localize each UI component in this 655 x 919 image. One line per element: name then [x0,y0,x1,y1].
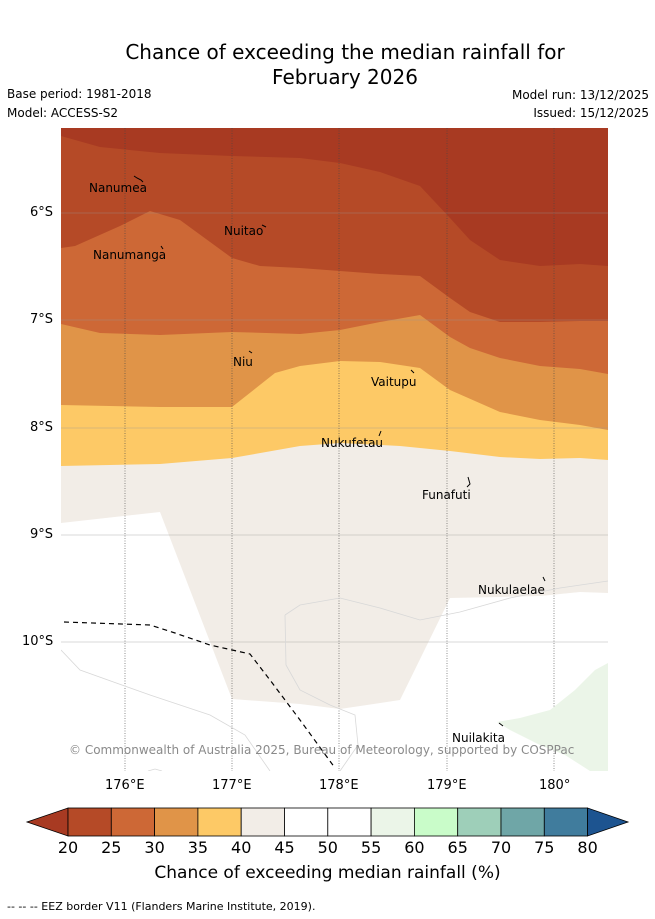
colorbar-tick-80: 80 [577,838,598,857]
colorbar-tick-65: 65 [447,838,468,857]
colorbar-segment-c30_35 [154,807,199,837]
lat-label-10s: 10°S [22,634,54,649]
colorbar-tick-55: 55 [360,838,382,857]
band-below-20 [61,128,608,266]
colorbar-segment-c40_45 [240,807,285,837]
colorbar-label: Chance of exceeding median rainfall (%) [154,863,501,883]
colorbar-tick-75: 75 [534,838,555,857]
contour-lines [61,580,608,771]
colorbar-tick-60: 60 [404,838,425,857]
lon-label-179e: 179°E [427,778,467,793]
colorbar-under-arrow [25,807,69,837]
gridlines [124,128,555,771]
place-nuitao: Nuitao [224,224,264,238]
place-nuilakita: Nuilakita [452,731,505,745]
place-nukufetau: Nukufetau [321,436,384,450]
colorbar-tick-70: 70 [490,838,512,857]
band-55-60 [497,663,608,771]
copyright-notice: © Commonwealth of Australia 2025, Bureau… [69,743,575,757]
colorbar-segment-c45_50 [284,807,329,837]
colorbar-segment-c55_60 [370,807,415,837]
place-niu: Niu [233,355,253,369]
lon-label-180: 180° [539,778,571,793]
colorbar-tick-50: 50 [317,838,338,857]
colorbar-segment-c25_30 [110,807,156,837]
colorbar-segment-c20_25 [67,807,112,837]
colorbar-segment-c35_40 [197,807,242,837]
colorbar-over-arrow [587,807,630,837]
base-period: Base period: 1981-2018 [7,87,152,101]
colorbar-tick-30: 30 [144,838,165,857]
colorbar-tick-45: 45 [274,838,295,857]
lon-label-177e: 177°E [212,778,252,793]
colorbar-segment-c65_70 [457,807,502,837]
lat-label-7s: 7°S [30,312,54,327]
colorbar-tick-20: 20 [57,838,79,857]
colorbar [25,807,630,837]
place-nanumea: Nanumea [89,181,147,195]
lon-label-178e: 178°E [319,778,359,793]
map-title: Chance of exceeding the median rainfall … [0,40,655,90]
title-line-2: February 2026 [272,65,418,89]
lat-label-8s: 8°S [30,420,54,435]
issued-date: Issued: 15/12/2025 [533,106,649,120]
title-line-1: Chance of exceeding the median rainfall … [125,40,565,64]
colorbar-segment-c50_55 [327,807,372,837]
colorbar-segment-c75_80 [543,807,588,837]
colorbar-segment-c70_75 [500,807,545,837]
eez-border [63,621,336,769]
place-funafuti: Funafuti [422,488,471,502]
map-plot-area [61,128,608,771]
place-nanumanga: Nanumanga [93,248,167,262]
lat-label-6s: 6°S [30,205,54,220]
colorbar-segment-c60_65 [413,807,459,837]
place-nukulaelae: Nukulaelae [478,583,545,597]
lat-label-9s: 9°S [30,527,54,542]
model-run: Model run: 13/12/2025 [511,88,649,102]
lat-lines [61,212,608,643]
island-markers [133,175,546,727]
model-name: Model: ACCESS-S2 [7,106,119,120]
colorbar-tick-35: 35 [187,838,209,857]
place-vaitupu: Vaitupu [371,375,417,389]
lon-label-176e: 176°E [105,778,145,793]
colorbar-tick-40: 40 [231,838,252,857]
colorbar-tick-25: 25 [101,838,122,857]
eez-legend-note: -- -- -- EEZ border V11 (Flanders Marine… [7,900,316,913]
